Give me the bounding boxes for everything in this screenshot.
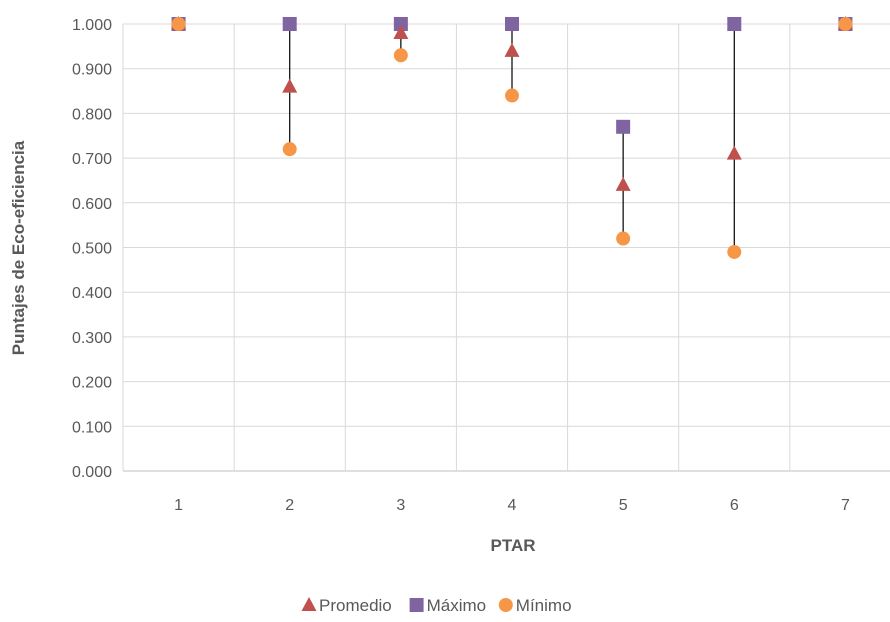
circle-point [171, 17, 186, 31]
square-point [727, 17, 742, 31]
circle-point [616, 231, 631, 246]
circle-point [505, 88, 519, 103]
y-tick-label: 0.600 [72, 196, 112, 213]
square-point [505, 17, 519, 31]
x-tick-label: 5 [619, 497, 628, 514]
gridlines [122, 23, 890, 472]
triangle-point [504, 42, 520, 57]
legend: Promedio Máximo Mínimo [301, 596, 572, 615]
legend-label: Máximo [427, 596, 487, 615]
x-tick-label: 7 [841, 497, 850, 514]
legend-circle-icon [498, 598, 513, 612]
y-tick-label: 0.100 [72, 419, 112, 436]
x-tick-labels: 1 2 3 4 5 6 7 [174, 497, 850, 514]
y-axis-title: Puntajes de Eco-eficiencia [9, 140, 28, 355]
square-point [616, 119, 631, 134]
x-axis-title: PTAR [490, 536, 535, 555]
triangle-point [282, 78, 298, 93]
x-tick-label: 1 [174, 497, 183, 514]
circle-point [838, 17, 853, 31]
y-tick-labels: 0.000 0.100 0.200 0.300 0.400 0.500 0.600 0.700… [72, 17, 112, 481]
triangle-point [615, 176, 631, 191]
y-tick-label: 1.000 [72, 17, 112, 34]
high-low-lines [289, 24, 735, 252]
triangle-point [726, 145, 742, 160]
legend-triangle-icon [301, 597, 317, 611]
y-tick-label: 0.500 [72, 241, 112, 258]
legend-label: Promedio [319, 596, 392, 615]
legend-square-icon [409, 598, 424, 612]
x-tick-label: 2 [285, 497, 294, 514]
x-tick-label: 3 [396, 497, 405, 514]
y-tick-label: 0.400 [72, 285, 112, 302]
y-tick-label: 0.800 [72, 106, 112, 123]
y-tick-label: 0.900 [72, 62, 112, 79]
circle-point [393, 48, 408, 63]
y-tick-label: 0.700 [72, 151, 112, 168]
triangle-point [393, 24, 409, 39]
y-tick-label: 0.200 [72, 375, 112, 392]
legend-label: Mínimo [516, 596, 572, 615]
x-tick-label: 4 [508, 497, 517, 514]
circle-point [282, 142, 297, 157]
circle-point [727, 244, 742, 259]
y-tick-label: 0.300 [72, 330, 112, 347]
square-point [282, 17, 297, 31]
square-point [393, 17, 408, 31]
x-tick-label: 6 [730, 497, 739, 514]
data-markers [171, 16, 853, 259]
y-tick-label: 0.000 [72, 464, 112, 481]
